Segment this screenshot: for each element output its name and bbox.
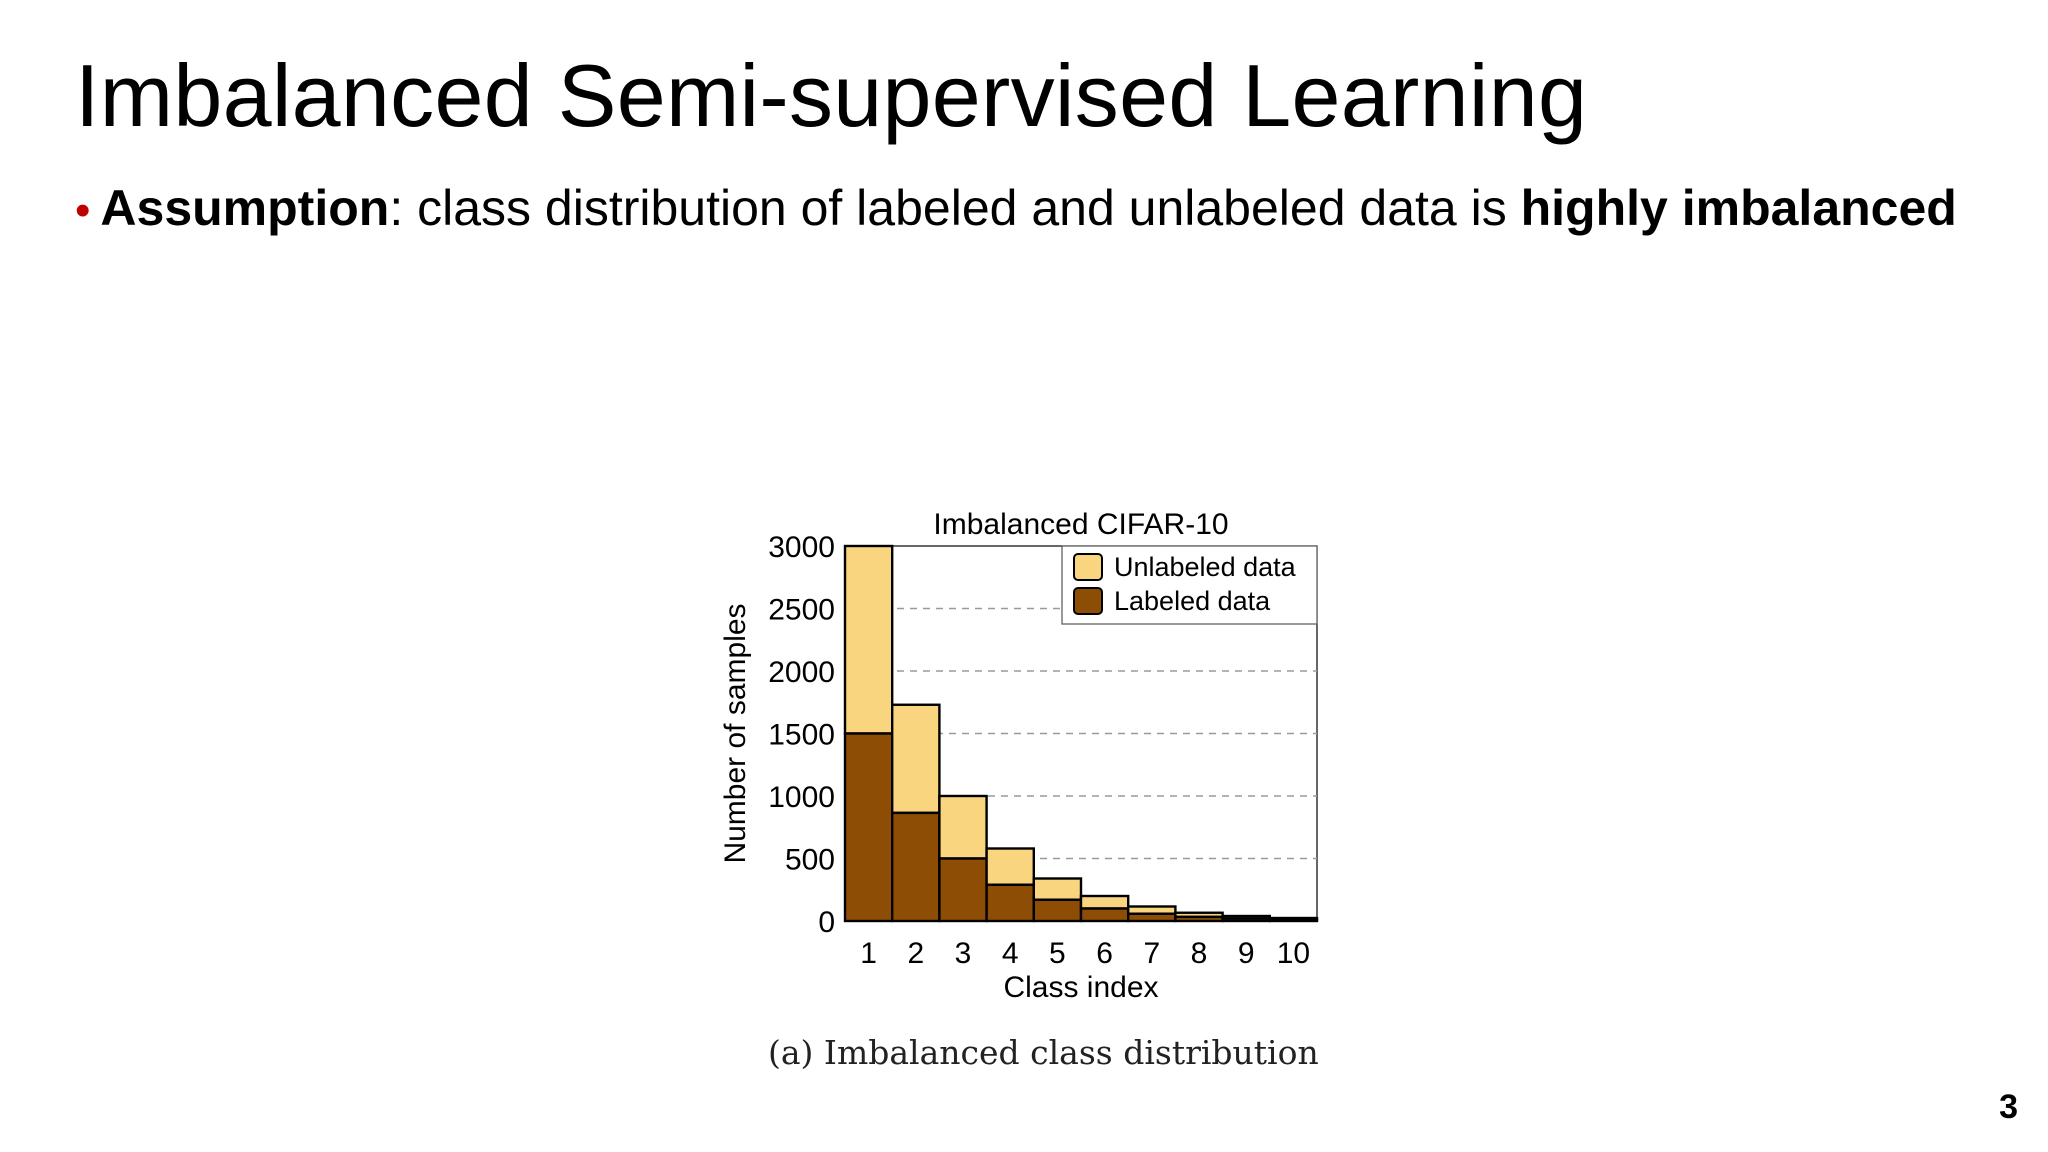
legend-label: Unlabeled data (1114, 552, 1297, 582)
x-axis-label: Class index (1003, 971, 1158, 1004)
stacked-bar-chart: 0 500 1000 1500 2000 2500 3000 1 2 3 4 5 6 7 8 9 10 Imbal… (719, 508, 1319, 1004)
legend-swatch (1073, 587, 1103, 615)
x-tick-label: 10 (1277, 937, 1310, 970)
legend-label: Labeled data (1114, 586, 1271, 616)
bar-unlabeled (1079, 894, 1130, 910)
bar-labeled (1268, 918, 1319, 923)
bullet-point: • Assumption: class distribution of label… (75, 183, 1957, 233)
chart-title: Imbalanced CIFAR-10 (933, 508, 1228, 541)
bar-unlabeled (938, 794, 988, 860)
bar-unlabeled (985, 847, 1036, 886)
figure-caption: (a) Imbalanced class distribution (768, 1033, 1319, 1072)
x-tick-label: 7 (1143, 937, 1160, 970)
x-tick-label: 1 (860, 937, 877, 970)
y-tick-label: 0 (818, 906, 835, 939)
y-tick-label: 1000 (768, 781, 835, 814)
x-tick-label: 9 (1238, 937, 1255, 970)
bullet-bold-lead: Assumption (100, 180, 390, 236)
bar-labeled (1174, 915, 1224, 923)
y-tick-label: 2000 (768, 656, 835, 689)
bar-labeled (985, 883, 1036, 923)
x-tick-label: 3 (955, 937, 972, 970)
bar-labeled (1079, 907, 1130, 923)
legend-swatch (1073, 553, 1103, 581)
bullet-text: : class distribution of labeled and unla… (389, 180, 1521, 236)
x-tick-label: 6 (1096, 937, 1113, 970)
x-tick-label: 8 (1191, 937, 1208, 970)
bar-unlabeled (890, 703, 941, 815)
legend-box (1061, 545, 1318, 625)
bullet-marker: • (75, 186, 91, 235)
y-tick-label: 3000 (768, 531, 835, 564)
bar-unlabeled (1032, 877, 1083, 901)
bar-labeled (938, 857, 988, 923)
page-number: 3 (1999, 1088, 2018, 1126)
y-axis-label: Number of samples (719, 603, 752, 863)
bar-labeled (1221, 917, 1271, 923)
bar-labeled (1032, 898, 1083, 923)
bullet-bold-tail: highly imbalanced (1520, 180, 1957, 236)
y-tick-label: 2500 (768, 594, 835, 627)
x-tick-label: 2 (907, 937, 924, 970)
slide-title: Imbalanced Semi-supervised Learning (75, 46, 1588, 145)
bar-unlabeled (843, 544, 894, 735)
bar-labeled (1127, 912, 1177, 923)
y-tick-label: 500 (785, 844, 835, 877)
x-tick-label: 4 (1002, 937, 1019, 970)
bar-labeled (843, 732, 894, 923)
y-tick-label: 1500 (768, 719, 835, 752)
bar-labeled (890, 811, 941, 923)
x-tick-label: 5 (1049, 937, 1066, 970)
